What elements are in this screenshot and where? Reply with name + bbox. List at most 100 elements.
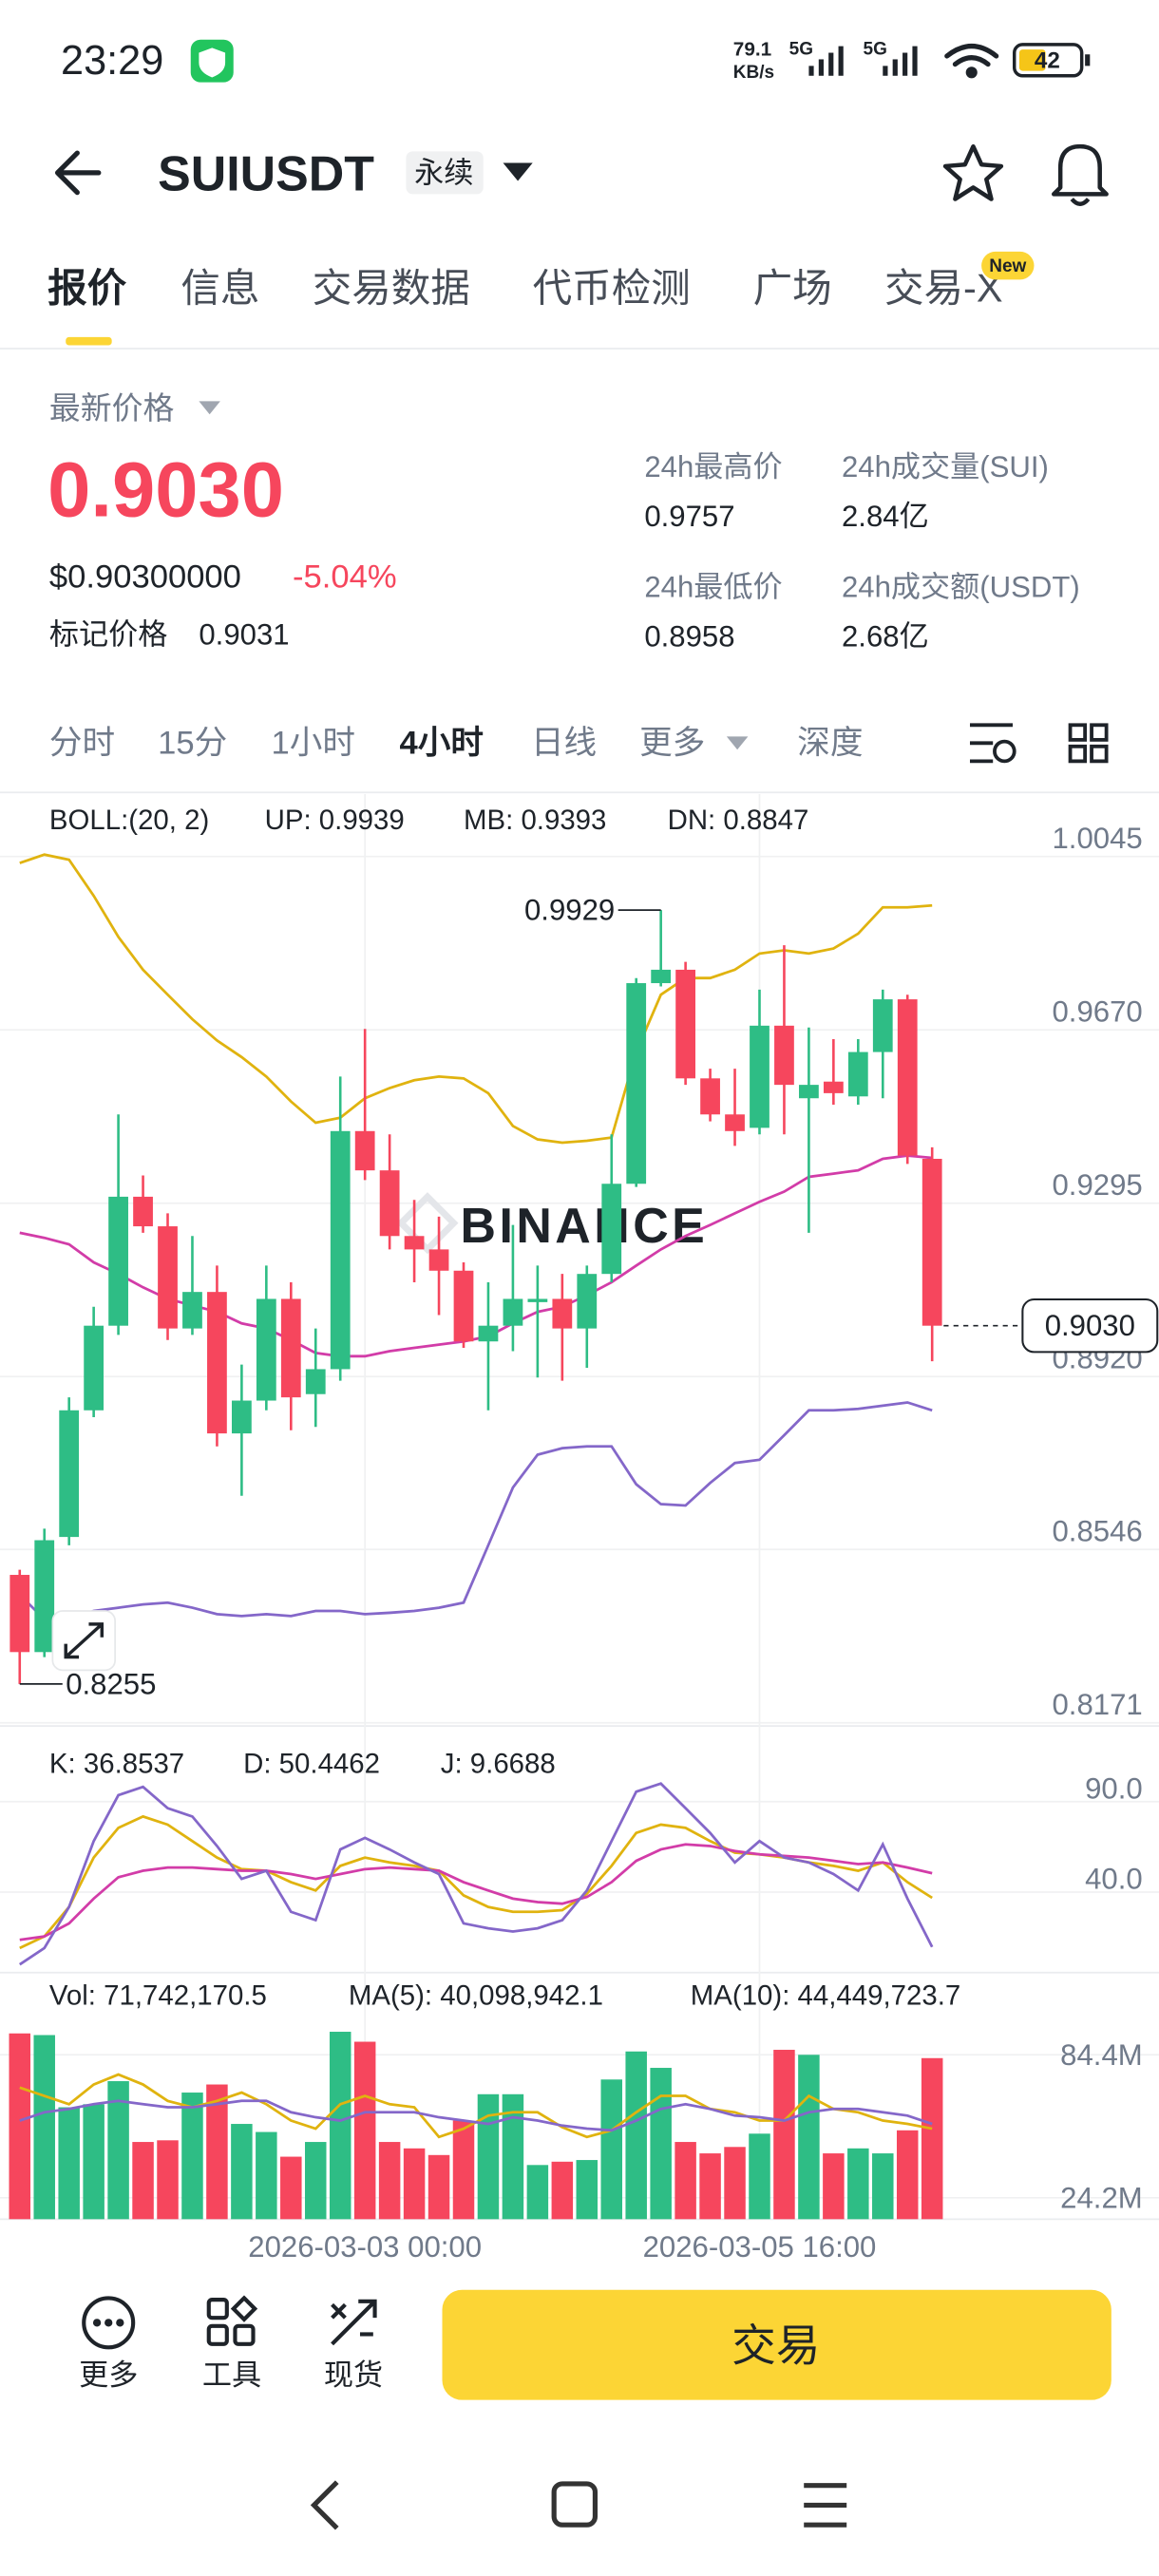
trade-button-label[interactable]: 交易 — [732, 2321, 820, 2371]
volume-ma-line — [19, 2099, 933, 2132]
layout-button[interactable] — [1068, 723, 1109, 764]
boll-line — [19, 853, 933, 1145]
y-tick-label: 0.8546 — [1052, 1515, 1142, 1548]
tab[interactable]: 代币检测 — [533, 265, 691, 310]
volume-bar — [9, 2033, 31, 2220]
candle-body — [601, 1184, 622, 1275]
mark-price-label: 标记价格 — [49, 618, 168, 652]
legend-entry: MA(5): 40,098,942.1 — [349, 1979, 603, 2011]
boll-line — [18, 1401, 933, 1621]
stat-value: 2.68亿 — [842, 619, 929, 653]
symbol[interactable]: SUIUSDT — [158, 147, 374, 202]
stat-label: 24h成交额(USDT) — [842, 570, 1080, 603]
candle-body — [774, 1025, 794, 1086]
candle-body — [626, 983, 647, 1184]
tab[interactable]: 广场 — [753, 265, 832, 310]
tab[interactable]: 信息 — [180, 265, 259, 310]
candle-body — [527, 1298, 548, 1302]
volume-bar — [181, 2093, 203, 2220]
indicator-settings-button[interactable] — [969, 723, 1016, 764]
signal-1 — [808, 46, 844, 76]
volume-bar — [526, 2165, 549, 2220]
nav-home[interactable] — [551, 2481, 598, 2528]
interval[interactable]: 1小时 — [272, 725, 355, 761]
y-tick-label: 0.9295 — [1052, 1168, 1142, 1202]
candle-body — [872, 999, 893, 1052]
battery-level — [1018, 49, 1046, 71]
candle-body — [453, 1270, 474, 1342]
battery — [1012, 43, 1084, 78]
spot-icon[interactable] — [331, 2299, 377, 2346]
volume-bar — [600, 2079, 622, 2220]
tag-bg — [406, 151, 484, 195]
tab[interactable]: 报价 — [48, 265, 127, 310]
stat-label: 24h成交量(SUI) — [842, 450, 1049, 483]
volume-bar — [551, 2161, 574, 2220]
candle-body — [108, 1196, 128, 1326]
candle-body — [182, 1292, 202, 1329]
y-tick-label: 0.8171 — [1052, 1688, 1142, 1721]
interval[interactable]: 深度 — [797, 725, 863, 761]
favorite-button[interactable] — [942, 143, 1004, 201]
candle-body — [280, 1298, 301, 1398]
volume-bar — [823, 2153, 845, 2220]
legend-entry: J: 9.6688 — [441, 1748, 556, 1779]
legend-entry: D: 50.4462 — [243, 1748, 380, 1779]
interval[interactable]: 更多 — [639, 725, 705, 761]
volume-bar — [206, 2084, 228, 2220]
nav-back[interactable] — [310, 2480, 339, 2530]
volume-bar — [674, 2142, 696, 2220]
volume-bar — [305, 2142, 327, 2220]
candle-body — [10, 1575, 30, 1653]
new-badge: New — [989, 256, 1026, 276]
more-icon[interactable] — [82, 2296, 136, 2350]
status-time: 23:29 — [61, 38, 163, 84]
y-tick-label: 1.0045 — [1052, 822, 1142, 855]
tab[interactable]: 交易-X — [884, 265, 1003, 310]
interval[interactable]: 日线 — [531, 725, 597, 761]
volume-bar — [625, 2051, 647, 2220]
volume-bar — [650, 2068, 672, 2220]
interval[interactable]: 15分 — [158, 725, 227, 761]
trade-button[interactable] — [442, 2289, 1112, 2400]
back-button[interactable] — [54, 150, 102, 196]
legend-entry: DN: 0.8847 — [668, 805, 809, 836]
candle-body — [232, 1400, 252, 1434]
candle-body — [823, 1081, 844, 1093]
shield-glyph — [199, 47, 226, 78]
candle-body — [675, 969, 695, 1079]
volume-bar — [280, 2156, 302, 2220]
candle-body — [256, 1298, 276, 1401]
volume-bar — [256, 2131, 277, 2220]
price-dropdown[interactable] — [199, 401, 220, 415]
action-label[interactable]: 现货 — [324, 2358, 383, 2392]
candle-body — [404, 1236, 425, 1250]
legend-entry: MB: 0.9393 — [464, 805, 606, 836]
last-price-label: 0.9030 — [1045, 1309, 1135, 1342]
candle-body — [478, 1325, 499, 1342]
interval[interactable]: 4小时 — [400, 725, 484, 761]
tools-icon[interactable] — [206, 2295, 258, 2346]
symbol-dropdown[interactable] — [503, 162, 533, 181]
tab[interactable]: 交易数据 — [313, 265, 470, 310]
volume-bar — [749, 2133, 770, 2220]
volume-bar — [378, 2142, 401, 2220]
nav-menu[interactable] — [804, 2483, 847, 2528]
candle-body — [330, 1130, 351, 1370]
interval[interactable]: 分时 — [49, 725, 115, 761]
volume-bar — [452, 2120, 475, 2220]
candle-body — [354, 1130, 375, 1171]
y-tick-label: 0.9670 — [1052, 995, 1142, 1029]
candle-body — [651, 969, 672, 984]
action-label[interactable]: 工具 — [202, 2358, 261, 2392]
wifi-icon — [944, 44, 999, 79]
more-dropdown[interactable] — [726, 736, 749, 750]
action-label[interactable]: 更多 — [79, 2358, 138, 2392]
legend-entry: Vol: 71,742,170.5 — [49, 1979, 267, 2011]
alert-button[interactable] — [1051, 143, 1109, 206]
volume-bar — [477, 2093, 500, 2220]
low-label: 0.8255 — [66, 1667, 156, 1700]
volume-bar — [107, 2081, 129, 2220]
volume-bar — [353, 2041, 376, 2220]
legend-title: BOLL:(20, 2) — [49, 805, 209, 836]
